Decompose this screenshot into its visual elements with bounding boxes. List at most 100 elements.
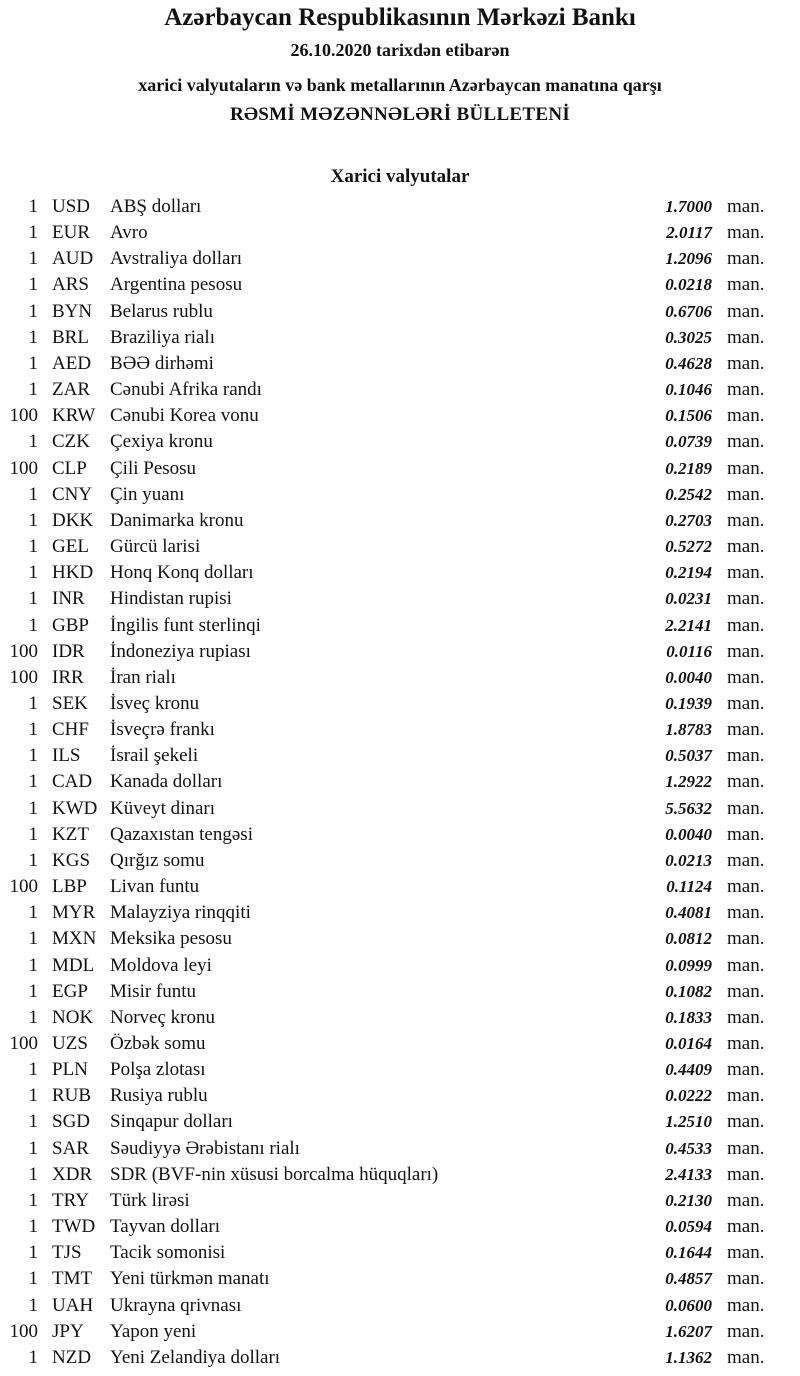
currency-amount: 1 xyxy=(28,1111,39,1133)
exchange-rate: 0.1833 xyxy=(665,1007,712,1027)
table-row: 1 RUB Rusiya rublu 0.0222 man. xyxy=(0,1083,800,1109)
currency-code: KGS xyxy=(52,849,91,871)
currency-amount: 1 xyxy=(28,614,39,636)
currency-amount: 1 xyxy=(28,1085,39,1107)
table-row: 1 TJS Tacik somonisi 0.1644 man. xyxy=(0,1240,800,1266)
exchange-rate: 0.0594 xyxy=(665,1217,712,1237)
currency-name: BƏƏ dirhəmi xyxy=(110,352,214,374)
currency-amount: 1 xyxy=(28,1346,39,1368)
exchange-rate: 1.7000 xyxy=(665,197,712,216)
exchange-rate: 0.4533 xyxy=(665,1138,712,1158)
exchange-rate: 1.6207 xyxy=(665,1321,712,1341)
table-row: 1 PLN Polşa zlotası 0.4409 man. xyxy=(0,1057,800,1083)
currency-unit: man. xyxy=(727,614,765,636)
currency-code: SEK xyxy=(52,692,88,714)
exchange-rate: 0.0164 xyxy=(665,1034,712,1053)
currency-amount: 1 xyxy=(28,562,39,584)
currency-amount: 1 xyxy=(28,954,39,976)
currency-unit: man. xyxy=(727,196,765,217)
currency-amount: 1 xyxy=(28,1006,39,1028)
currency-amount: 1 xyxy=(28,797,39,819)
currency-unit: man. xyxy=(727,509,765,531)
currency-unit: man. xyxy=(727,1111,765,1133)
currency-amount: 1 xyxy=(28,1216,39,1238)
table-row: 1 TRY Türk lirəsi 0.2130 man. xyxy=(0,1188,800,1214)
currency-amount: 1 xyxy=(28,1189,39,1211)
currency-code: TRY xyxy=(52,1189,89,1211)
currency-name: Qazaxıstan tengəsi xyxy=(110,823,253,845)
table-row: 1 EGP Misir funtu 0.1082 man. xyxy=(0,979,800,1005)
currency-code: BRL xyxy=(52,326,89,348)
table-row: 1 MDL Moldova leyi 0.0999 man. xyxy=(0,953,800,979)
currency-code: IDR xyxy=(52,640,85,662)
exchange-rate: 0.0231 xyxy=(665,589,712,609)
currency-amount: 100 xyxy=(9,1033,39,1054)
table-row: 1 KWD Küveyt dinarı 5.5632 man. xyxy=(0,796,800,822)
currency-code: GEL xyxy=(52,536,89,558)
currency-unit: man. xyxy=(727,745,765,767)
currency-name: Yapon yeni xyxy=(110,1320,197,1342)
table-row: 1 SGD Sinqapur dolları 1.2510 man. xyxy=(0,1109,800,1135)
currency-code: NOK xyxy=(52,1006,94,1028)
currency-name: Tacik somonisi xyxy=(110,1242,226,1264)
currency-code: AUD xyxy=(52,248,94,270)
currency-amount: 1 xyxy=(28,379,39,401)
currency-name: Honq Konq dolları xyxy=(110,562,254,584)
currency-code: MYR xyxy=(52,902,96,924)
exchange-rate: 1.1362 xyxy=(665,1347,712,1367)
currency-code: EGP xyxy=(52,980,88,1002)
table-row: 1 AUD Avstraliya dolları 1.2096 man. xyxy=(0,246,800,272)
currency-unit: man. xyxy=(727,876,765,898)
exchange-rate: 0.0812 xyxy=(665,929,712,949)
currency-amount: 1 xyxy=(28,300,39,322)
currency-unit: man. xyxy=(727,771,765,793)
currency-name: İngilis funt sterlinqi xyxy=(110,614,261,636)
currency-amount: 1 xyxy=(28,588,39,610)
currency-name: Avstraliya dolları xyxy=(110,248,243,270)
exchange-rate: 1.8783 xyxy=(665,720,712,740)
currency-unit: man. xyxy=(727,849,765,871)
table-row: 1 CNY Çin yuanı 0.2542 man. xyxy=(0,482,800,508)
currency-name: Özbək somu xyxy=(110,1033,206,1054)
currency-name: İndoneziya rupiası xyxy=(110,640,251,662)
table-row: 1 SEK İsveç kronu 0.1939 man. xyxy=(0,691,800,717)
currency-amount: 1 xyxy=(28,849,39,871)
table-row: 1 MXN Meksika pesosu 0.0812 man. xyxy=(0,926,800,952)
currency-name: İsrail şekeli xyxy=(110,745,199,767)
currency-name: Küveyt dinarı xyxy=(110,797,216,819)
currency-name: Danimarka kronu xyxy=(110,509,244,531)
currency-unit: man. xyxy=(727,692,765,714)
currency-name: Norveç kronu xyxy=(110,1006,215,1028)
currency-name: Qırğız somu xyxy=(110,849,205,871)
table-row: 100 JPY Yapon yeni 1.6207 man. xyxy=(0,1319,800,1345)
currency-amount: 100 xyxy=(9,457,39,479)
exchange-rate: 0.4857 xyxy=(665,1269,712,1289)
table-row: 1 NZD Yeni Zelandiya dolları 1.1362 man. xyxy=(0,1345,800,1371)
currency-code: BYN xyxy=(52,300,93,322)
table-row: 1 EUR Avro 2.0117 man. xyxy=(0,220,800,246)
table-row: 1 GBP İngilis funt sterlinqi 2.2141 man. xyxy=(0,613,800,639)
exchange-rate: 0.1046 xyxy=(665,380,712,400)
currency-unit: man. xyxy=(727,928,765,950)
exchange-rate: 2.4133 xyxy=(665,1164,712,1184)
currency-unit: man. xyxy=(727,1085,765,1107)
currency-code: PLN xyxy=(52,1059,88,1081)
currency-code: SGD xyxy=(52,1111,91,1133)
bank-name: Azərbaycan Respublikasının Mərkəzi Bankı xyxy=(164,4,636,31)
table-row: 1 GEL Gürcü larisi 0.5272 man. xyxy=(0,534,800,560)
table-row: 1 ZAR Cənubi Afrika randı 0.1046 man. xyxy=(0,377,800,403)
table-row: 1 TWD Tayvan dolları 0.0594 man. xyxy=(0,1214,800,1240)
currency-amount: 1 xyxy=(28,431,39,453)
table-row: 1 BYN Belarus rublu 0.6706 man. xyxy=(0,299,800,325)
exchange-rate: 0.5272 xyxy=(665,537,712,557)
currency-amount: 100 xyxy=(9,666,39,688)
currency-code: RUB xyxy=(52,1085,92,1107)
section-title: Xarici valyutalar xyxy=(330,166,470,187)
exchange-rate: 0.3025 xyxy=(665,327,712,347)
date-line: 26.10.2020 tarixdən etibarən xyxy=(290,40,510,60)
currency-code: TMT xyxy=(52,1268,93,1290)
currency-amount: 1 xyxy=(28,719,39,741)
exchange-rate: 0.0999 xyxy=(665,955,712,975)
currency-name: İsveç kronu xyxy=(110,692,200,714)
currency-name: Sinqapur dolları xyxy=(110,1111,233,1133)
